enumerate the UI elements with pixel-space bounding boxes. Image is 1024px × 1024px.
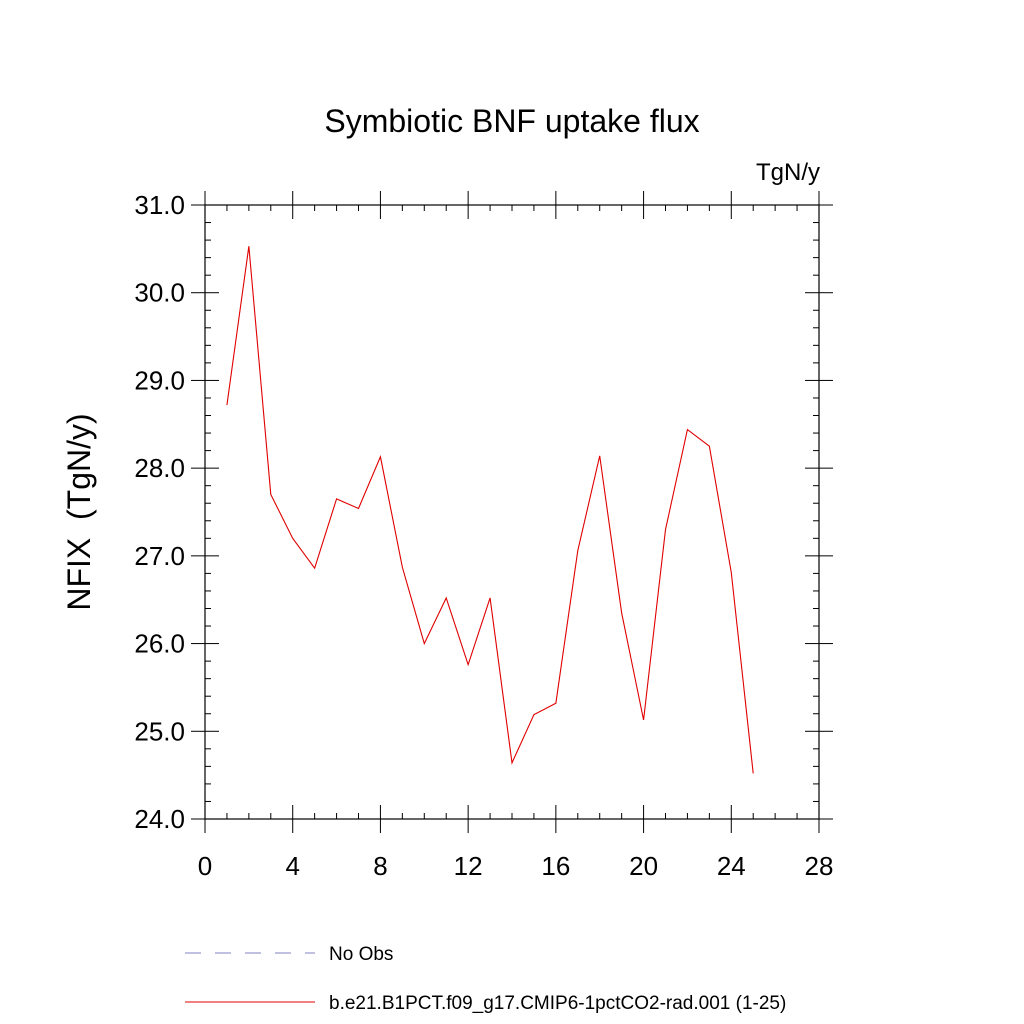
legend-entry-model: b.e21.B1PCT.f09_g17.CMIP6-1pctCO2-rad.00… [185,993,786,1014]
units-label: TgN/y [756,159,820,186]
x-tick-label: 24 [717,851,746,881]
x-tick-label: 16 [541,851,570,881]
series-lines [226,246,754,774]
legend-label-model: b.e21.B1PCT.f09_g17.CMIP6-1pctCO2-rad.00… [329,993,786,1014]
axis-ticks [191,191,833,833]
x-tick-labels: 0 4 8 12 16 20 24 28 [198,851,834,881]
y-tick-label: 24.0 [134,804,185,834]
y-axis-label: NFIX (TgN/y) [61,413,97,610]
y-tick-label: 27.0 [134,541,185,571]
x-tick-label: 8 [373,851,387,881]
legend-label-no-obs: No Obs [329,944,393,965]
y-tick-label: 31.0 [134,190,185,220]
x-tick-label: 0 [198,851,212,881]
series-line-1 [226,246,754,774]
y-tick-label: 29.0 [134,365,185,395]
y-tick-label: 25.0 [134,716,185,746]
x-tick-label: 4 [285,851,299,881]
x-tick-label: 28 [805,851,834,881]
y-tick-label: 28.0 [134,453,185,483]
y-tick-labels: 24.0 25.0 26.0 27.0 28.0 29.0 30.0 31.0 [134,190,185,834]
chart-title: Symbiotic BNF uptake flux [324,103,699,139]
y-tick-label: 26.0 [134,629,185,659]
legend: No Obs b.e21.B1PCT.f09_g17.CMIP6-1pctCO2… [185,944,786,1014]
legend-entry-no-obs: No Obs [185,944,393,965]
x-tick-label: 12 [454,851,483,881]
x-tick-label: 20 [629,851,658,881]
y-tick-label: 30.0 [134,278,185,308]
